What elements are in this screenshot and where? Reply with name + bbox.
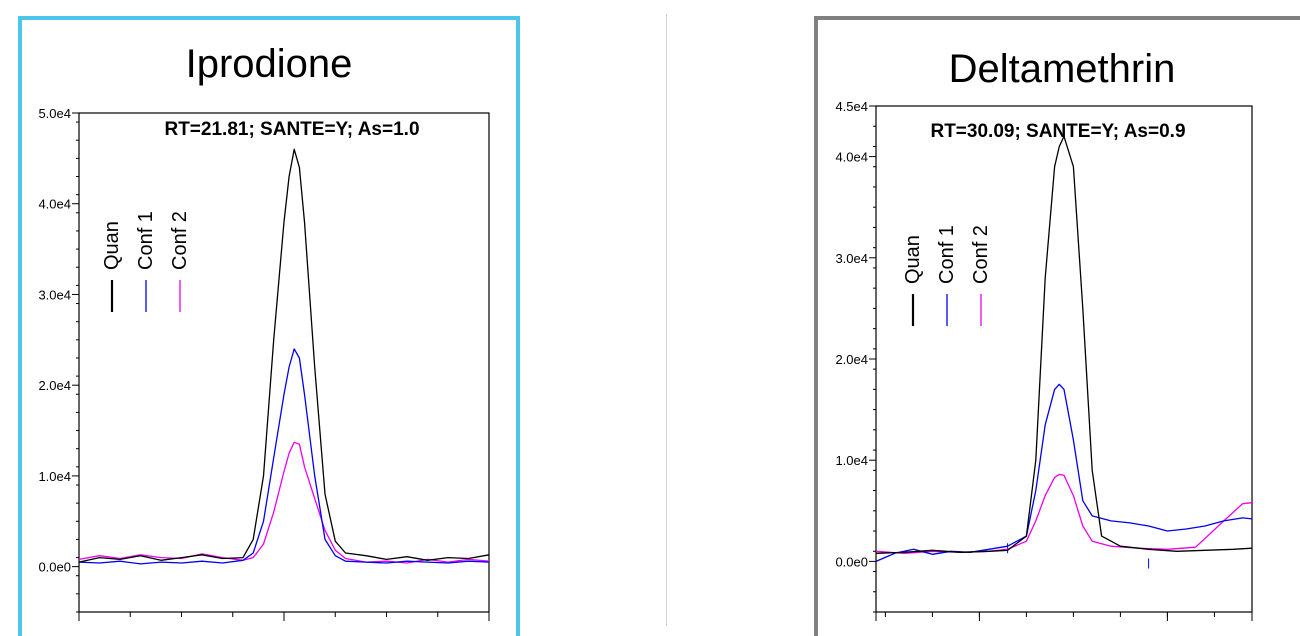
peak-annotation: RT=30.09; SANTE=Y; As=0.9 [930, 121, 1185, 142]
plot-area-border [78, 112, 490, 613]
chart-panel-1: Deltamethrin 0.0e0 1.0e4 2.0e4 3.0e4 4.0e4 4.5… [835, 47, 1268, 626]
legend-label-conf-1: Conf 1 [936, 225, 958, 284]
legend-label-conf-2: Conf 2 [169, 211, 191, 270]
x-tick-label: 22.00 [473, 623, 506, 626]
legend-label-conf-1: Conf 1 [135, 211, 157, 270]
series-line-conf-1 [875, 383, 1253, 562]
series-line-conf-1 [78, 348, 490, 565]
x-tick-label: 29.89 [860, 623, 893, 626]
series-line-quan [78, 148, 490, 563]
y-tick-label: 2.0e4 [38, 378, 71, 393]
series-line-conf-2 [78, 441, 490, 564]
y-tick-label: 5.0e4 [38, 106, 71, 121]
y-tick-label: 1.0e4 [835, 453, 868, 468]
y-tick-label: 4.0e4 [38, 197, 71, 212]
x-tick-label: 21.60 [63, 623, 96, 626]
chart-panel-0: Iprodione 0.0e0 1.0e4 2.0e4 3.0e4 4.0e4 5.0e4 2… [38, 42, 505, 626]
y-tick-label: 2.0e4 [835, 352, 868, 367]
x-tick-label: 30.00 [963, 623, 996, 626]
plot-area-border [875, 105, 1253, 613]
chart-title: Iprodione [186, 42, 353, 86]
series-line-quan [875, 135, 1253, 554]
y-tick-label: 3.0e4 [38, 287, 71, 302]
chart-title: Deltamethrin [949, 47, 1176, 91]
peak-annotation: RT=21.81; SANTE=Y; As=1.0 [164, 119, 419, 140]
legend-label-quan: Quan [902, 235, 924, 284]
legend-label-conf-2: Conf 2 [970, 225, 992, 284]
panel-frame-deltamethrin [814, 16, 1300, 636]
y-tick-label: 4.5e4 [835, 99, 868, 114]
x-tick-label: 21.80 [268, 623, 301, 626]
y-tick-label: 3.0e4 [835, 251, 868, 266]
series-line-conf-2 [875, 473, 1253, 554]
panel-frame-iprodione [18, 16, 520, 636]
x-tick-label: 30.29 [1236, 623, 1269, 626]
y-tick-label: 0.0e0 [835, 554, 868, 569]
panel-divider [666, 14, 667, 626]
legend-label-quan: Quan [101, 221, 123, 270]
y-tick-label: 0.0e0 [38, 560, 71, 575]
x-tick-label: 30.20 [1151, 623, 1184, 626]
y-tick-label: 1.0e4 [38, 469, 71, 484]
y-tick-label: 4.0e4 [835, 150, 868, 165]
